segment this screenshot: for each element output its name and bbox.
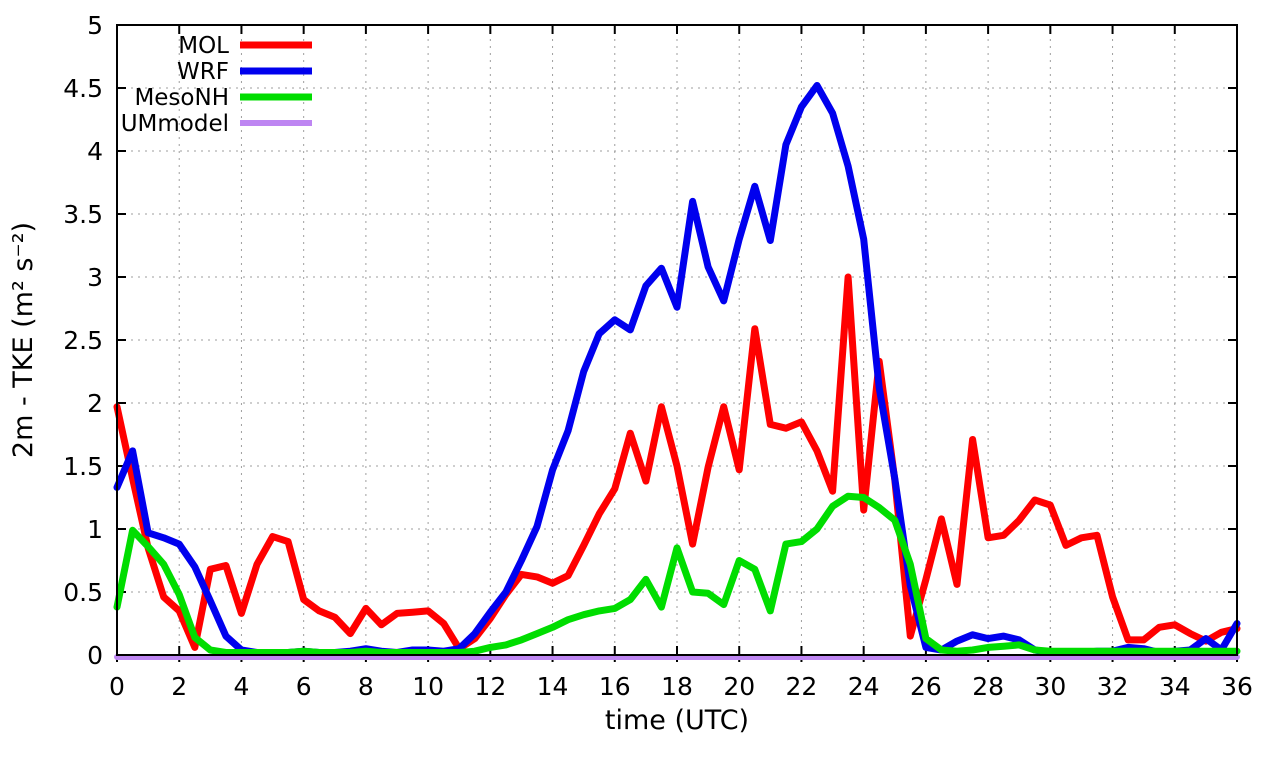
y-tick-label: 5 xyxy=(87,11,103,40)
x-tick-label: 22 xyxy=(786,672,818,701)
y-tick-label: 1.5 xyxy=(63,452,103,481)
legend-label: UMmodel xyxy=(121,111,229,137)
x-tick-label: 20 xyxy=(723,672,755,701)
legend-label: WRF xyxy=(177,59,229,85)
legend-entry-UMmodel: UMmodel xyxy=(121,111,312,137)
y-tick-label: 0 xyxy=(87,641,103,670)
x-tick-label: 2 xyxy=(171,672,187,701)
x-tick-label: 12 xyxy=(474,672,506,701)
legend-label: MOL xyxy=(178,33,229,59)
x-tick-label: 36 xyxy=(1221,672,1253,701)
legend-label: MesoNH xyxy=(134,85,229,111)
x-tick-label: 30 xyxy=(1034,672,1066,701)
x-tick-label: 26 xyxy=(910,672,942,701)
x-tick-label: 32 xyxy=(1097,672,1129,701)
x-tick-label: 28 xyxy=(972,672,1004,701)
y-tick-label: 2.5 xyxy=(63,326,103,355)
x-tick-label: 8 xyxy=(358,672,374,701)
y-tick-labels: 0 0.5 1 1.5 2 2.5 3 3.5 4 4.5 5 xyxy=(63,11,103,670)
y-tick-label: 3 xyxy=(87,263,103,292)
x-tick-label: 18 xyxy=(661,672,693,701)
y-tick-label: 0.5 xyxy=(63,578,103,607)
y-tick-label: 1 xyxy=(87,515,103,544)
series-lines xyxy=(113,82,1241,660)
x-tick-label: 16 xyxy=(599,672,631,701)
y-tick-label: 4.5 xyxy=(63,74,103,103)
y-axis-label: 2m - TKE (m² s⁻²) xyxy=(8,222,39,458)
x-tick-label: 4 xyxy=(233,672,249,701)
y-tick-label: 2 xyxy=(87,389,103,418)
x-tick-label: 10 xyxy=(412,672,444,701)
x-tick-label: 34 xyxy=(1159,672,1191,701)
x-axis-label: time (UTC) xyxy=(605,705,749,736)
series-line-MOL xyxy=(113,273,1241,653)
legend-entry-MOL: MOL xyxy=(178,33,312,59)
plot-border xyxy=(116,24,1238,656)
x-tick-label: 24 xyxy=(848,672,880,701)
y-tick-label: 3.5 xyxy=(63,200,103,229)
y-tick-label: 4 xyxy=(87,137,103,166)
grid xyxy=(117,25,1237,655)
legend-entry-WRF: WRF xyxy=(177,59,312,85)
legend-entry-MesoNH: MesoNH xyxy=(134,85,312,111)
x-tick-label: 0 xyxy=(109,672,125,701)
x-tick-label: 14 xyxy=(537,672,569,701)
x-tick-label: 6 xyxy=(296,672,312,701)
x-tick-labels: 0 2 4 6 8 10 12 14 16 18 20 22 24 26 28 30 32 34 36 xyxy=(109,672,1253,701)
series-line-MesoNH xyxy=(113,492,1241,656)
